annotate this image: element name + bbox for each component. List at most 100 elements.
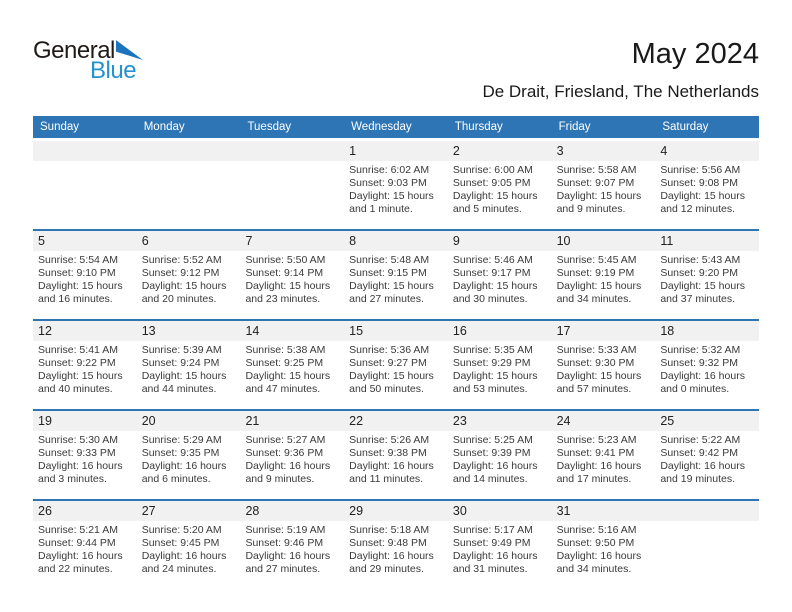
day-number: 11 (660, 234, 674, 248)
day-cell: Sunrise: 5:41 AM Sunset: 9:22 PM Daylight:… (33, 341, 137, 396)
day-number: 5 (38, 234, 45, 248)
sunrise-text: Sunrise: 5:23 AM (556, 434, 637, 446)
daylight-text: Daylight: 15 hours and 44 minutes. (141, 370, 227, 395)
daylight-text: Daylight: 15 hours and 12 minutes. (660, 190, 745, 215)
daylight-text: Daylight: 15 hours and 1 minute. (349, 190, 434, 215)
sunrise-text: Sunrise: 5:18 AM (349, 524, 430, 536)
sunrise-text: Sunrise: 5:22 AM (660, 434, 741, 446)
sunset-text: Sunset: 9:41 PM (556, 447, 635, 459)
sunrise-text: Sunrise: 5:32 AM (660, 344, 741, 356)
daylight-text: Daylight: 15 hours and 50 minutes. (349, 370, 434, 395)
weekday-header-cell: Thursday (454, 121, 503, 133)
day-cell: Sunrise: 5:26 AM Sunset: 9:38 PM Daylight:… (344, 431, 448, 486)
sunset-text: Sunset: 9:24 PM (141, 357, 220, 369)
sunrise-text: Sunrise: 5:58 AM (556, 164, 637, 176)
day-number: 16 (452, 324, 467, 338)
sunset-text: Sunset: 9:22 PM (38, 357, 116, 369)
sunset-text: Sunset: 9:27 PM (349, 357, 427, 369)
location-subtitle: De Drait, Friesland, The Netherlands (482, 82, 759, 101)
day-cell: Sunrise: 5:52 AM Sunset: 9:12 PM Daylight:… (137, 251, 241, 306)
day-number: 17 (556, 324, 571, 338)
sunrise-text: Sunrise: 5:35 AM (452, 344, 533, 356)
day-cell: Sunrise: 5:27 AM Sunset: 9:36 PM Daylight:… (240, 431, 344, 486)
sunrise-text: Sunrise: 5:27 AM (245, 434, 326, 446)
empty-day-cell (137, 161, 241, 216)
sunset-text: Sunset: 9:25 PM (245, 357, 324, 369)
daylight-text: Daylight: 16 hours and 19 minutes. (660, 460, 745, 485)
month-title: May 2024 (631, 38, 759, 70)
day-number-band: 19 20 21 22 23 24 25 (33, 411, 759, 431)
logo-text-general-row: General (33, 38, 143, 63)
daylight-text: Daylight: 15 hours and 37 minutes. (660, 280, 745, 305)
daylight-text: Daylight: 15 hours and 53 minutes. (452, 370, 538, 395)
sunrise-text: Sunrise: 5:46 AM (452, 254, 533, 266)
daylight-text: Daylight: 15 hours and 34 minutes. (556, 280, 642, 305)
sunset-text: Sunset: 9:32 PM (660, 357, 738, 369)
day-cell: Sunrise: 5:56 AM Sunset: 9:08 PM Daylight:… (655, 161, 759, 216)
logo-text-general: General (33, 37, 115, 64)
empty-day-cell (240, 161, 344, 216)
daylight-text: Daylight: 15 hours and 5 minutes. (452, 190, 538, 215)
day-cell: Sunrise: 5:30 AM Sunset: 9:33 PM Daylight:… (33, 431, 137, 486)
sunset-text: Sunset: 9:12 PM (141, 267, 220, 279)
day-number: 15 (349, 324, 364, 338)
sunset-text: Sunset: 9:14 PM (245, 267, 324, 279)
day-cell: Sunrise: 5:43 AM Sunset: 9:20 PM Daylight:… (655, 251, 759, 306)
sunset-text: Sunset: 9:50 PM (556, 537, 635, 549)
day-cell: Sunrise: 5:19 AM Sunset: 9:46 PM Daylight:… (240, 521, 344, 576)
empty-day-cell (33, 161, 137, 216)
daylight-text: Daylight: 16 hours and 14 minutes. (452, 460, 538, 485)
empty-day-cell (655, 521, 759, 576)
day-details-band: Sunrise: 5:30 AM Sunset: 9:33 PM Daylight:… (33, 431, 759, 499)
daylight-text: Daylight: 16 hours and 6 minutes. (141, 460, 227, 485)
day-cell: Sunrise: 5:48 AM Sunset: 9:15 PM Daylight:… (344, 251, 448, 306)
sunrise-text: Sunrise: 5:45 AM (556, 254, 637, 266)
sunset-text: Sunset: 9:30 PM (556, 357, 635, 369)
sunset-text: Sunset: 9:08 PM (660, 177, 738, 189)
day-number: 10 (556, 234, 571, 248)
day-cell: Sunrise: 5:16 AM Sunset: 9:50 PM Daylight:… (552, 521, 656, 576)
day-number: 14 (245, 324, 260, 338)
week-row: 1 2 3 4 Sunrise: 6:02 AM Sunset: 9:03 PM Dayli… (33, 141, 759, 229)
sunset-text: Sunset: 9:05 PM (452, 177, 531, 189)
general-blue-logo: General Blue (33, 38, 143, 83)
daylight-text: Daylight: 15 hours and 16 minutes. (38, 280, 123, 305)
weekday-header-cell: Friday (558, 121, 591, 133)
sunrise-text: Sunrise: 5:39 AM (141, 344, 222, 356)
sunset-text: Sunset: 9:35 PM (141, 447, 220, 459)
day-cell: Sunrise: 5:32 AM Sunset: 9:32 PM Daylight:… (655, 341, 759, 396)
day-cell: Sunrise: 5:35 AM Sunset: 9:29 PM Daylight:… (448, 341, 552, 396)
daylight-text: Daylight: 16 hours and 11 minutes. (349, 460, 434, 485)
day-cell: Sunrise: 5:58 AM Sunset: 9:07 PM Daylight:… (552, 161, 656, 216)
sunset-text: Sunset: 9:42 PM (660, 447, 738, 459)
daylight-text: Daylight: 15 hours and 23 minutes. (245, 280, 331, 305)
sunrise-text: Sunrise: 5:29 AM (141, 434, 222, 446)
day-number: 22 (349, 414, 364, 428)
daylight-text: Daylight: 15 hours and 30 minutes. (452, 280, 538, 305)
day-number: 31 (556, 504, 571, 518)
day-cell: Sunrise: 5:25 AM Sunset: 9:39 PM Daylight:… (448, 431, 552, 486)
day-number: 23 (452, 414, 467, 428)
day-cell: Sunrise: 5:21 AM Sunset: 9:44 PM Daylight:… (33, 521, 137, 576)
sunrise-text: Sunrise: 5:17 AM (452, 524, 533, 536)
day-cell: Sunrise: 5:33 AM Sunset: 9:30 PM Daylight:… (552, 341, 656, 396)
sunset-text: Sunset: 9:29 PM (452, 357, 531, 369)
daylight-text: Daylight: 16 hours and 34 minutes. (556, 550, 642, 575)
day-cell: Sunrise: 5:20 AM Sunset: 9:45 PM Daylight:… (137, 521, 241, 576)
sunrise-text: Sunrise: 5:56 AM (660, 164, 741, 176)
day-number-band: 26 27 28 29 30 31 (33, 501, 759, 521)
day-details-band: Sunrise: 5:54 AM Sunset: 9:10 PM Daylight:… (33, 251, 759, 319)
weekday-header-cell: Monday (143, 121, 185, 133)
day-number: 29 (349, 504, 364, 518)
calendar-table: Sunday Monday Tuesday Wednesday Thursday Frid… (33, 116, 759, 589)
page-header: General Blue May 2024 De Drait, Frieslan… (33, 0, 759, 105)
daylight-text: Daylight: 15 hours and 40 minutes. (38, 370, 123, 395)
day-number: 25 (660, 414, 675, 428)
week-row: 19 20 21 22 23 24 25 Sunrise: 5:30 AM Sunset: 9:… (33, 409, 759, 499)
day-number: 1 (349, 144, 357, 158)
sunrise-text: Sunrise: 5:21 AM (38, 524, 118, 536)
week-row: 5 6 7 8 9 10 11 Sunrise: 5:54 AM Sunset: 9:10 PM… (33, 229, 759, 319)
day-number: 21 (245, 414, 260, 428)
day-number: 12 (38, 324, 52, 338)
